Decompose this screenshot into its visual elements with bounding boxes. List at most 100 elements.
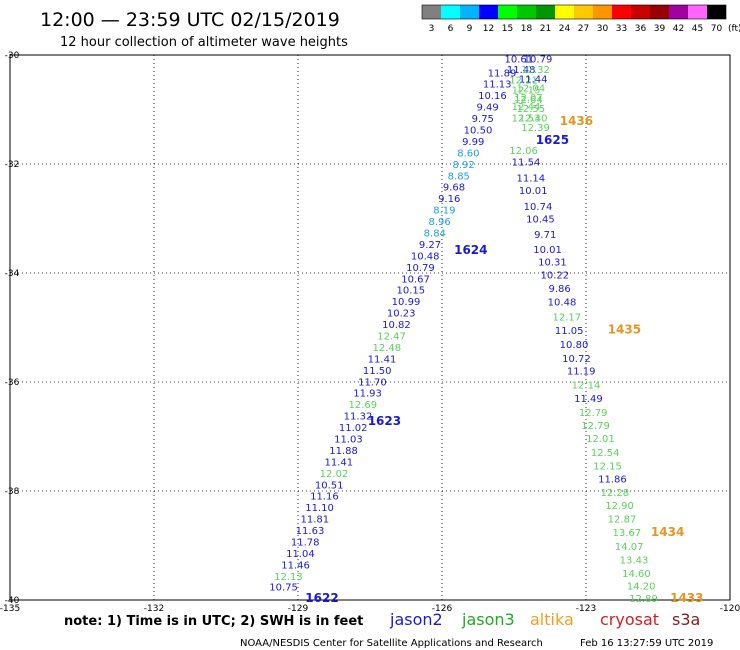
colorbar-label: 42 [673, 24, 684, 34]
wave-height-value: 10.67 [401, 274, 430, 285]
wave-height-value: 12.21 [509, 75, 538, 86]
colorbar-label: 70 [711, 24, 723, 34]
wave-height-value: 10.74 [524, 202, 553, 213]
colorbar-label: 3 [429, 24, 435, 34]
colorbar-swatch [574, 5, 593, 19]
wave-height-value: 11.81 [300, 515, 329, 526]
satellite-tracks: 10.7512.1311.4611.0411.7811.6311.8111.10… [269, 55, 658, 606]
wave-height-value: 11.13 [483, 80, 512, 91]
wave-height-value: 11.05 [555, 326, 584, 337]
wave-height-value: 11.32 [344, 412, 373, 423]
wave-height-value: 9.27 [419, 240, 441, 251]
pass-time-label: 1624 [454, 243, 487, 257]
footer-note: note: 1) Time is in UTC; 2) SWH is in fe… [64, 614, 363, 629]
colorbar-label: 24 [559, 24, 571, 34]
wave-height-value: 10.82 [382, 320, 411, 331]
wave-height-value: 10.31 [538, 257, 567, 268]
wave-height-value: 12.48 [372, 343, 401, 354]
colorbar-label: 45 [692, 24, 703, 34]
colorbar-swatch [650, 5, 669, 19]
wave-height-value: 11.93 [353, 389, 382, 400]
wave-height-value: 10.75 [269, 583, 298, 594]
colorbar-swatch [631, 5, 650, 19]
x-tick-label: -135 [0, 604, 20, 614]
colorbar-swatch [517, 5, 536, 19]
wave-height-value: 10.79 [524, 55, 553, 66]
y-tick-label: -30 [5, 51, 20, 61]
wave-height-value: 10.72 [562, 354, 591, 365]
wave-height-value: 10.79 [406, 263, 435, 274]
colorbar-swatch [498, 5, 517, 19]
wave-height-value: 12.64 [514, 95, 543, 106]
wave-height-value: 12.90 [605, 501, 634, 512]
wave-height-value: 9.68 [443, 183, 465, 194]
wave-height-value: 11.41 [368, 354, 397, 365]
colorbar-label: 9 [467, 24, 473, 34]
pass-time-label: 1436 [560, 114, 593, 128]
wave-height-value: 11.70 [358, 377, 387, 388]
wave-height-value: 8.92 [452, 160, 474, 171]
y-tick-label: -36 [5, 378, 20, 388]
pass-time-label: 1434 [651, 525, 684, 539]
colorbar-swatch [536, 5, 555, 19]
wave-height-value: 11.50 [363, 366, 392, 377]
wave-height-value: 13.43 [620, 555, 649, 566]
x-tick-label: -123 [576, 604, 596, 614]
wave-height-value: 9.75 [472, 114, 494, 125]
wave-height-value: 11.89 [488, 68, 517, 79]
wave-height-value: 12.32 [521, 65, 550, 76]
wave-height-value: 12.17 [552, 312, 581, 323]
wave-height-value: 12.53 [512, 113, 541, 124]
satellite-legend: jason2 jason3 altika cryosat s3a [389, 610, 700, 629]
colorbar-swatch [688, 5, 707, 19]
wave-height-value: 11.78 [291, 538, 320, 549]
wave-height-value: 10.22 [540, 270, 569, 281]
wave-height-value: 10.48 [548, 298, 577, 309]
wave-height-value: 12.79 [579, 408, 608, 419]
wave-height-value: 12.47 [377, 331, 406, 342]
colorbar-label: 36 [635, 24, 647, 34]
wave-height-value: 11.88 [329, 446, 358, 457]
wave-height-value: 11.04 [286, 549, 315, 560]
pass-time-label: 1433 [670, 591, 703, 605]
wave-height-value: 12.39 [521, 123, 550, 134]
wave-height-value: 9.16 [438, 194, 460, 205]
colorbar-frame [421, 4, 727, 20]
satellite-legend-item: cryosat [600, 610, 659, 629]
colorbar-label: 30 [597, 24, 609, 34]
wave-height-value: 9.99 [462, 137, 484, 148]
wave-height-value: 11.41 [324, 457, 353, 468]
wave-height-value: 8.19 [433, 206, 455, 217]
colorbar-label: 15 [502, 24, 513, 34]
wave-height-value: 8.84 [424, 228, 446, 239]
wave-height-value: 12.54 [591, 448, 620, 459]
x-tick-label: -126 [432, 604, 453, 614]
wave-height-value: 10.61 [504, 55, 533, 66]
wave-height-value: 12.69 [348, 400, 377, 411]
wave-height-value: 10.51 [315, 480, 344, 491]
pass-time-label: 1435 [608, 322, 641, 336]
wave-height-value: 12.55 [516, 104, 545, 115]
y-tick-label: -38 [5, 487, 20, 497]
x-tick-label: -129 [288, 604, 309, 614]
colorbar-swatch [441, 5, 460, 19]
wave-height-value: 11.46 [281, 560, 310, 571]
wave-height-value: 12.40 [519, 113, 548, 124]
footer-credit: NOAA/NESDIS Center for Satellite Applica… [240, 638, 543, 649]
y-tick-label: -32 [5, 160, 20, 170]
wave-height-value: 12.28 [600, 488, 629, 499]
wave-height-value: 12.79 [581, 421, 610, 432]
colorbar-label: 21 [540, 24, 551, 34]
wave-height-value: 12.14 [572, 381, 601, 392]
wave-height-value: 8.85 [448, 171, 470, 182]
colorbar-swatch [669, 5, 688, 19]
colorbar-swatch [612, 5, 631, 19]
satellite-legend-item: s3a [672, 610, 700, 629]
wave-height-value: 12.87 [608, 515, 637, 526]
wave-height-value: 12.04 [516, 84, 545, 95]
wave-height-value: 10.23 [387, 309, 416, 320]
wave-height-value: 9.71 [534, 230, 556, 241]
colorbar-swatch [593, 5, 612, 19]
wave-height-value: 10.16 [478, 91, 507, 102]
pass-time-label: 1622 [305, 591, 338, 605]
